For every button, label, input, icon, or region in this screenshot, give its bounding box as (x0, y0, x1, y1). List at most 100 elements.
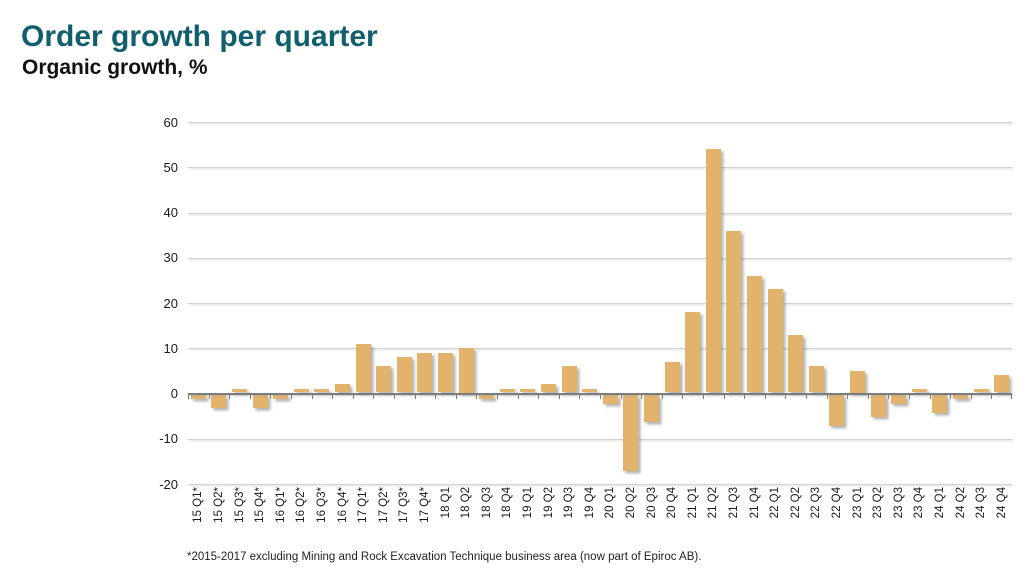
bar (582, 388, 598, 393)
x-tick-label: 23 Q4 (913, 487, 926, 519)
x-tick-label: 17 Q2* (377, 487, 390, 523)
x-axis-tick (703, 394, 704, 399)
x-tick-label: 19 Q2 (542, 487, 555, 519)
bar (994, 375, 1010, 393)
bar-chart: 60 50 40 30 20 10 0 -10 -20 15 Q1* 15 Q2* 15 Q3* 15 … (159, 116, 1012, 523)
bar (623, 394, 639, 472)
y-tick-label: 20 (163, 295, 178, 311)
bar (685, 312, 701, 393)
x-axis-tick (414, 394, 416, 399)
x-tick-label: 19 Q3 (563, 487, 576, 519)
x-tick-label: 16 Q4* (336, 487, 349, 523)
bar (788, 334, 804, 393)
y-tick-label: 30 (163, 250, 178, 266)
x-axis-tick (311, 394, 313, 399)
x-axis-tick (352, 394, 354, 399)
bar (273, 394, 289, 400)
y-tick-label: -20 (159, 476, 178, 492)
y-gridline (188, 484, 1012, 485)
x-tick-label: 21 Q2 (707, 487, 720, 519)
x-axis-line (188, 392, 1012, 395)
bar (232, 388, 247, 393)
y-gridline (188, 122, 1012, 123)
y-tick-label: 0 (170, 386, 178, 401)
x-axis-tick (806, 394, 807, 399)
x-tick-label: 18 Q4 (501, 487, 514, 519)
y-tick-label: 60 (163, 114, 178, 130)
bar (376, 366, 392, 393)
x-axis-tick (641, 394, 643, 399)
bar (911, 388, 927, 393)
bar (664, 361, 680, 393)
x-tick-label: 18 Q2 (460, 487, 473, 519)
bar (973, 388, 989, 393)
x-tick-label: 20 Q1 (604, 487, 617, 519)
x-tick-label: 22 Q3 (810, 487, 823, 519)
x-tick-label: 24 Q4 (995, 487, 1008, 519)
x-axis-tick (455, 394, 457, 399)
bar (499, 388, 515, 393)
bar (932, 394, 948, 413)
x-tick-label: 24 Q2 (954, 487, 967, 519)
bar (644, 394, 659, 422)
x-axis-tick (394, 394, 395, 399)
y-tick-label: 10 (163, 340, 178, 356)
bar (520, 388, 536, 393)
bar (396, 357, 412, 393)
x-tick-label: 15 Q1* (192, 487, 205, 523)
x-axis-tick (661, 394, 663, 399)
x-axis-tick (476, 394, 478, 399)
x-tick-label: 18 Q1 (439, 487, 452, 519)
x-axis-tick (682, 394, 684, 399)
x-axis-tick (970, 394, 972, 399)
x-axis-tick (764, 394, 766, 399)
bar (808, 366, 824, 393)
bar (829, 394, 845, 427)
x-tick-label: 15 Q4* (254, 487, 267, 523)
y-tick-label: 50 (163, 159, 178, 175)
x-axis-tick (249, 394, 251, 399)
bar (850, 370, 865, 393)
bar (602, 394, 618, 404)
x-axis-tick (517, 394, 519, 399)
bar (870, 394, 886, 418)
bar (541, 384, 556, 393)
x-axis-tick (620, 394, 622, 399)
bar (747, 275, 762, 393)
x-tick-label: 17 Q3* (398, 487, 411, 523)
x-axis-tick (558, 394, 560, 399)
x-axis-tick (744, 394, 746, 399)
x-axis-tick (847, 394, 849, 399)
x-tick-label: 21 Q4 (748, 487, 761, 519)
x-axis-tick (332, 394, 334, 399)
x-axis-tick (1011, 394, 1012, 399)
x-tick-label: 16 Q1* (274, 487, 287, 523)
x-axis-tick (497, 394, 498, 399)
x-axis-tick (785, 394, 787, 399)
x-axis-tick (291, 394, 292, 399)
chart-footnote: *2015-2017 excluding Mining and Rock Exc… (187, 551, 702, 563)
x-tick-label: 20 Q4 (666, 487, 679, 519)
bar (438, 352, 453, 393)
bar (293, 388, 309, 393)
x-axis-tick (867, 394, 869, 399)
x-tick-label: 15 Q3* (233, 487, 246, 523)
x-tick-label: 24 Q1 (933, 487, 946, 519)
x-axis-tick (188, 394, 189, 399)
bar (767, 289, 783, 393)
x-tick-label: 18 Q3 (480, 487, 493, 519)
y-gridline (188, 303, 1012, 304)
bar (211, 394, 227, 409)
bar (953, 394, 968, 400)
bar (561, 366, 577, 393)
bar (252, 394, 268, 409)
x-axis-tick (929, 394, 931, 399)
bar (417, 352, 433, 393)
y-gridline (188, 257, 1012, 259)
x-tick-label: 19 Q1 (521, 487, 534, 519)
bar (314, 388, 330, 393)
x-axis-tick (950, 394, 952, 399)
x-axis-tick (909, 394, 910, 399)
x-axis-tick (888, 394, 890, 399)
